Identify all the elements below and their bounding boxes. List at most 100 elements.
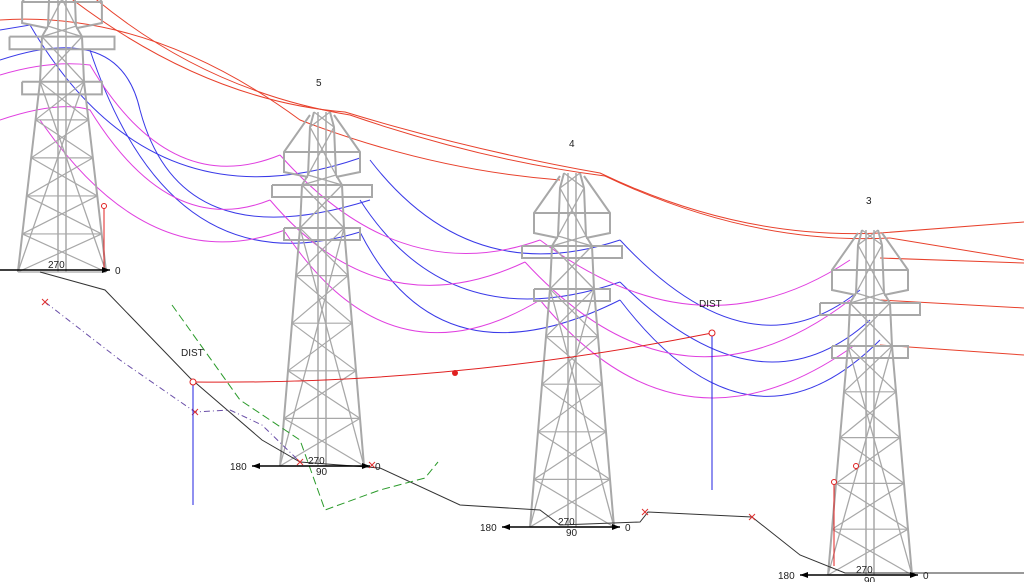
tower-brace <box>849 302 893 347</box>
tower-brace <box>41 36 85 83</box>
structure-label-4: 4 <box>569 139 575 150</box>
tower-leg <box>279 111 315 467</box>
tower-brace <box>307 126 335 176</box>
tower-leg <box>329 111 365 467</box>
tower-arm <box>831 232 859 296</box>
conductor-wire <box>369 159 621 255</box>
angle-label-0: 0 <box>115 266 121 277</box>
tower-brace <box>847 345 897 393</box>
conductor-wire <box>0 47 371 218</box>
tower-brace <box>533 478 615 528</box>
distance-point <box>708 329 716 337</box>
angle-label-270: 270 <box>856 565 873 576</box>
tower-leg <box>73 0 108 273</box>
tower-brace <box>843 345 893 393</box>
tower-brace <box>835 437 901 484</box>
conductor-wire <box>539 299 856 399</box>
tower-crossarm <box>819 302 921 316</box>
tower-crossarm <box>533 288 611 302</box>
conductor-wire <box>72 0 1024 235</box>
tower-brace <box>26 157 94 197</box>
tower-brace <box>849 292 885 304</box>
tower-leg <box>579 172 615 528</box>
conductor-wire <box>279 154 541 255</box>
distance-line <box>192 332 713 383</box>
tower-brace <box>855 292 891 304</box>
conductor-wire <box>0 18 561 181</box>
conductor-wire <box>96 0 1024 261</box>
tower-brace <box>839 391 897 439</box>
tower-brace <box>549 288 615 528</box>
tower-brace <box>307 174 343 186</box>
tower-brace <box>551 235 587 247</box>
tower-brace <box>549 288 599 338</box>
tower-brace <box>287 370 361 419</box>
angle-label-270: 270 <box>48 260 65 271</box>
tower-brace <box>529 288 595 528</box>
conductor-wire <box>0 106 271 210</box>
distance-midpoint <box>452 370 458 376</box>
tower-brace <box>301 174 337 186</box>
conductor-wire <box>0 24 361 178</box>
tower-brace <box>549 245 593 290</box>
tower-brace <box>545 336 603 385</box>
tower-brace <box>39 81 107 273</box>
point-marker-x <box>368 461 376 469</box>
tower-brace <box>839 437 905 484</box>
tower-arm <box>333 114 361 178</box>
conductor-wire <box>284 231 541 334</box>
tower-brace <box>831 482 905 530</box>
tower-brace <box>551 245 595 290</box>
tower-brace <box>537 431 611 480</box>
tower-brace <box>533 431 607 480</box>
conductor-wire <box>359 231 621 334</box>
point-marker-x <box>748 513 756 521</box>
tower-brace <box>22 233 107 273</box>
tower-brace <box>309 126 337 176</box>
conductor-wire <box>0 63 281 167</box>
conductor-wire <box>879 257 1024 264</box>
tower-brace <box>843 391 901 439</box>
tower-brace <box>47 25 83 38</box>
conductor-wire <box>89 49 361 244</box>
angle-label-180: 180 <box>778 571 795 582</box>
dist-label: DIST <box>699 299 722 310</box>
angle-label-0: 0 <box>375 462 381 473</box>
conductor-wire <box>879 299 1024 309</box>
tower-brace <box>827 528 909 576</box>
conductor-wire <box>539 239 851 306</box>
tower-crossarm <box>271 184 373 198</box>
tower-brace <box>30 157 98 197</box>
tower-brace <box>559 187 587 237</box>
distance-point <box>189 378 197 386</box>
tower-brace <box>301 184 345 229</box>
tower-leg <box>877 229 913 576</box>
tower-brace <box>26 195 102 235</box>
point-marker-x <box>641 508 649 516</box>
tower-brace <box>287 322 353 372</box>
tower-4 <box>521 172 623 528</box>
tower-arm <box>583 175 611 239</box>
tower-crossarm <box>521 245 623 259</box>
angle-label-90: 90 <box>864 576 876 582</box>
structure-label-5: 5 <box>316 78 322 89</box>
tower-leg <box>529 172 565 528</box>
conductor-wire <box>619 239 861 326</box>
conductor-wire <box>39 119 286 243</box>
tower-arm <box>283 114 311 178</box>
angle-label-270: 270 <box>308 456 325 467</box>
tower-brace <box>39 81 89 121</box>
tower-leg <box>827 229 863 576</box>
tower-brace <box>541 383 607 433</box>
angle-label-180: 180 <box>480 523 497 534</box>
ground-profile <box>39 271 1024 574</box>
tower-brace <box>545 288 595 338</box>
attachment-point <box>831 479 837 485</box>
tower-brace <box>835 482 909 530</box>
attachment-point <box>101 203 107 209</box>
tower-brace <box>279 227 345 467</box>
orientation-marker: 1802700 <box>0 260 121 277</box>
